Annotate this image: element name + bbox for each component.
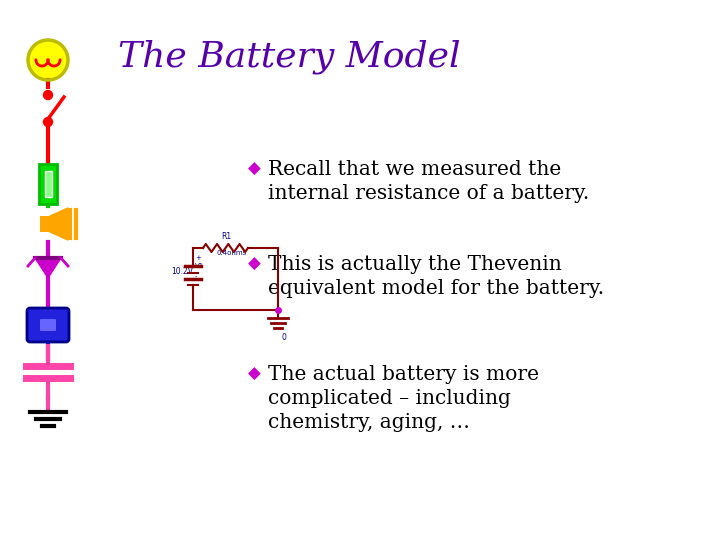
- Text: V1: V1: [195, 263, 204, 269]
- FancyBboxPatch shape: [39, 164, 57, 204]
- Polygon shape: [35, 258, 61, 278]
- Circle shape: [43, 91, 53, 99]
- Text: 0.4ohms: 0.4ohms: [217, 250, 247, 256]
- Text: +: +: [195, 255, 201, 261]
- Text: The Battery Model: The Battery Model: [118, 40, 461, 75]
- Circle shape: [43, 118, 53, 126]
- Text: 10.2V: 10.2V: [171, 267, 193, 276]
- Circle shape: [28, 40, 68, 80]
- Text: 0: 0: [281, 333, 286, 342]
- Text: ◆: ◆: [248, 160, 261, 178]
- Text: This is actually the Thevenin
equivalent model for the battery.: This is actually the Thevenin equivalent…: [268, 255, 604, 298]
- Text: R1: R1: [221, 232, 231, 241]
- FancyBboxPatch shape: [45, 171, 52, 197]
- Text: ◆: ◆: [248, 255, 261, 273]
- Text: Recall that we measured the
internal resistance of a battery.: Recall that we measured the internal res…: [268, 160, 589, 203]
- FancyBboxPatch shape: [40, 319, 56, 331]
- FancyBboxPatch shape: [27, 308, 69, 342]
- FancyBboxPatch shape: [40, 216, 50, 232]
- Text: The actual battery is more
complicated – including
chemistry, aging, …: The actual battery is more complicated –…: [268, 365, 539, 433]
- Polygon shape: [50, 208, 68, 240]
- Text: -: -: [195, 273, 197, 279]
- Text: ◆: ◆: [248, 365, 261, 383]
